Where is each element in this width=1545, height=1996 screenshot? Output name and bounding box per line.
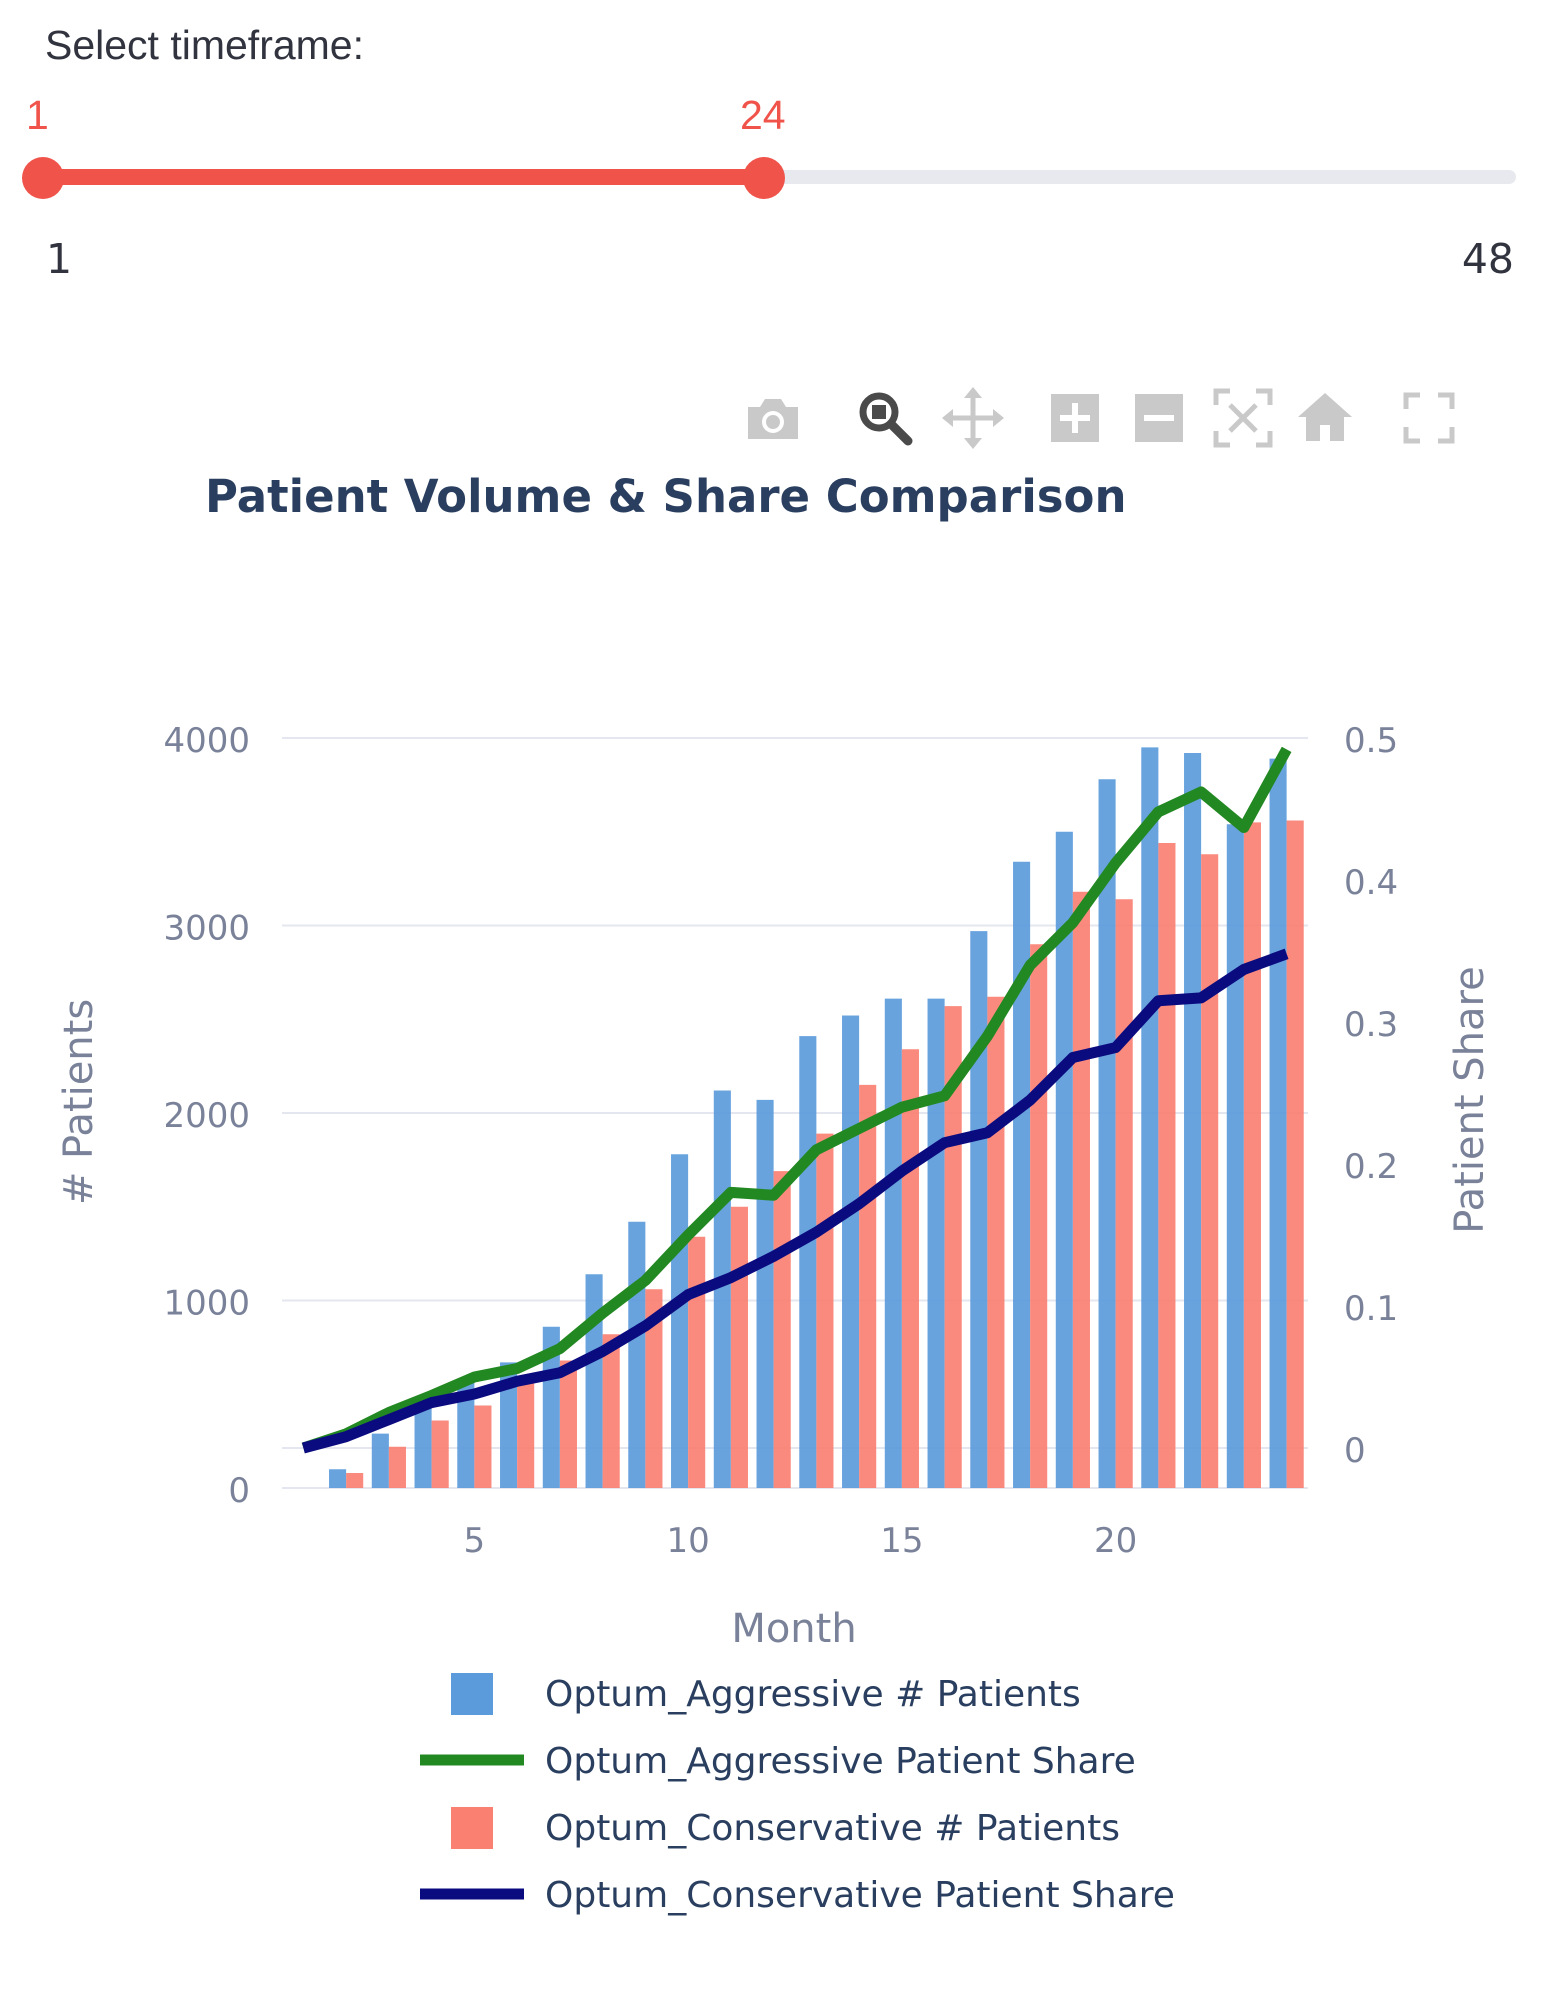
- bar: [671, 1154, 689, 1488]
- zoom-icon[interactable]: [852, 385, 918, 451]
- y-tick-label: 1000: [163, 1284, 250, 1324]
- bar: [1158, 843, 1176, 1488]
- y2-axis-title: Patient Share: [1447, 966, 1493, 1233]
- bar: [1286, 820, 1304, 1488]
- slider-selected-range: [42, 169, 764, 185]
- bar: [1072, 891, 1090, 1488]
- x-axis-title: Month: [731, 1606, 856, 1652]
- bar: [884, 998, 902, 1488]
- gridlines: [282, 737, 1308, 1489]
- bar: [1098, 779, 1116, 1488]
- series-line: [301, 746, 1292, 1454]
- y2-tick-label: 0.5: [1344, 721, 1398, 761]
- slider-max-value: 24: [740, 92, 786, 138]
- x-tick-label: 15: [880, 1521, 923, 1561]
- bar: [431, 1420, 449, 1488]
- modebar: [740, 385, 1500, 455]
- bar: [1184, 753, 1202, 1488]
- y-tick-label: 4000: [163, 721, 250, 761]
- bar: [645, 1289, 663, 1488]
- bar: [799, 1036, 817, 1488]
- camera-icon[interactable]: [740, 385, 806, 451]
- y2-tick-label: 0.1: [1344, 1289, 1398, 1329]
- share-lines: [301, 746, 1292, 1454]
- slider-max-thumb[interactable]: [743, 157, 785, 199]
- x-tick-label: 5: [464, 1521, 486, 1561]
- fullscreen-icon[interactable]: [1396, 385, 1462, 451]
- y2-tick-label: 0.2: [1344, 1147, 1398, 1187]
- bar: [756, 1099, 774, 1488]
- bars: [329, 747, 1304, 1488]
- bar: [457, 1381, 475, 1488]
- zoom-out-icon[interactable]: [1126, 385, 1192, 451]
- bar: [602, 1334, 620, 1488]
- bar: [1269, 758, 1287, 1488]
- bar: [585, 1274, 603, 1488]
- bar: [901, 1049, 919, 1488]
- bar: [1030, 944, 1048, 1488]
- y2-tick-label: 0: [1344, 1431, 1366, 1471]
- bar: [414, 1398, 432, 1488]
- legend-label: Optum_Conservative Patient Share: [545, 1875, 1175, 1916]
- legend-label: Optum_Aggressive # Patients: [545, 1674, 1081, 1715]
- bar: [500, 1362, 518, 1488]
- pan-icon[interactable]: [940, 385, 1006, 451]
- bar: [944, 1006, 962, 1488]
- legend-swatch: [451, 1673, 493, 1715]
- bar: [859, 1084, 877, 1488]
- bar: [688, 1236, 706, 1488]
- y2-tick-label: 0.3: [1344, 1005, 1398, 1045]
- x-tick-label: 10: [666, 1521, 709, 1561]
- bar: [628, 1221, 646, 1488]
- y-axis-title: # Patients: [56, 999, 102, 1205]
- bar: [773, 1171, 791, 1488]
- series-line: [301, 948, 1289, 1454]
- legend-label: Optum_Conservative # Patients: [545, 1808, 1120, 1849]
- legend-label: Optum_Aggressive Patient Share: [545, 1741, 1136, 1782]
- y-tick-label: 0: [228, 1471, 250, 1511]
- bar: [842, 1015, 860, 1488]
- bar: [1115, 899, 1133, 1488]
- bar: [816, 1133, 834, 1488]
- chart-title: Patient Volume & Share Comparison: [205, 470, 1127, 523]
- bar: [329, 1469, 347, 1488]
- bar: [1141, 747, 1159, 1488]
- legend: Optum_Aggressive # Patients Optum_Aggress…: [420, 1673, 1175, 1916]
- zoom-in-icon[interactable]: [1042, 385, 1108, 451]
- legend-swatch: [451, 1807, 493, 1849]
- bar: [927, 998, 945, 1488]
- bar: [1055, 831, 1073, 1488]
- slider-range-max: 48: [1461, 235, 1514, 283]
- bar: [474, 1405, 492, 1488]
- bar: [371, 1433, 389, 1488]
- bar: [517, 1383, 535, 1488]
- reset-axes-icon[interactable]: [1292, 385, 1358, 451]
- slider-label: Select timeframe:: [45, 22, 364, 68]
- bar: [1013, 861, 1031, 1488]
- bar: [1201, 854, 1219, 1488]
- y-tick-label: 3000: [163, 909, 250, 949]
- chart: Patient Volume & Share Comparison 0 1000 2…: [56, 470, 1493, 1916]
- bar: [987, 996, 1005, 1488]
- bar: [970, 931, 988, 1488]
- bar: [1226, 824, 1244, 1488]
- bar: [346, 1473, 364, 1488]
- slider-range-min: 1: [46, 235, 73, 283]
- bar: [542, 1326, 560, 1488]
- y-tick-label: 2000: [163, 1096, 250, 1136]
- bar: [1243, 822, 1261, 1488]
- axes: 0 1000 2000 3000 4000 0 0.1 0.2 0.3 0.4 0.5 5 10 15 20: [163, 721, 1398, 1561]
- bar: [388, 1446, 406, 1488]
- y2-tick-label: 0.4: [1344, 863, 1398, 903]
- x-tick-label: 20: [1094, 1521, 1137, 1561]
- slider-min-value: 1: [26, 92, 49, 138]
- bar: [559, 1360, 577, 1488]
- bar: [730, 1206, 748, 1488]
- slider-min-thumb[interactable]: [22, 157, 64, 199]
- autoscale-icon[interactable]: [1210, 385, 1276, 451]
